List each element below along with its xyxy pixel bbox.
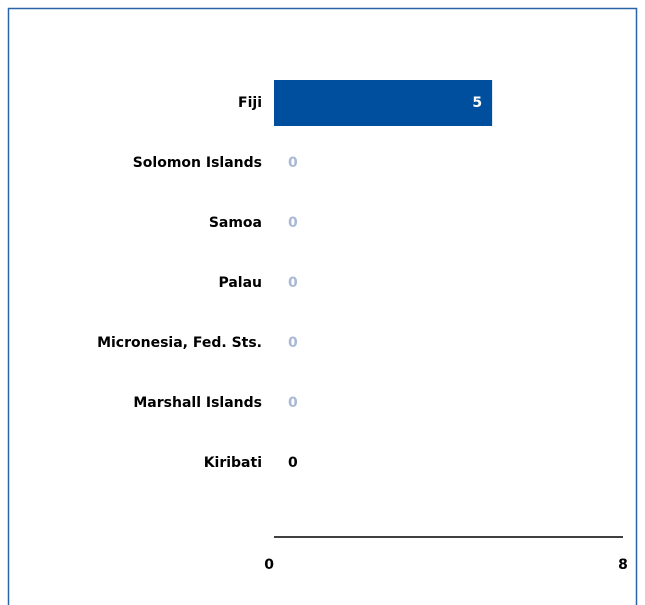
- x-tick-label: 8: [618, 557, 628, 573]
- value-label: 5: [472, 95, 482, 111]
- value-label: 0: [288, 395, 298, 411]
- bar: [274, 80, 493, 126]
- value-label: 0: [288, 215, 298, 231]
- category-label: Samoa: [209, 215, 262, 231]
- value-label: 0: [288, 455, 298, 471]
- value-label: 0: [288, 155, 298, 171]
- category-label: Kiribati: [204, 455, 262, 471]
- value-label: 0: [288, 275, 298, 291]
- category-label: Solomon Islands: [133, 155, 262, 171]
- category-label: Marshall Islands: [133, 395, 262, 411]
- frame: [7, 7, 638, 605]
- x-tick-label: 0: [264, 557, 274, 573]
- category-label: Palau: [218, 275, 262, 291]
- value-label: 0: [288, 335, 298, 351]
- category-label: Micronesia, Fed. Sts.: [97, 335, 262, 351]
- category-label: Fiji: [238, 95, 262, 111]
